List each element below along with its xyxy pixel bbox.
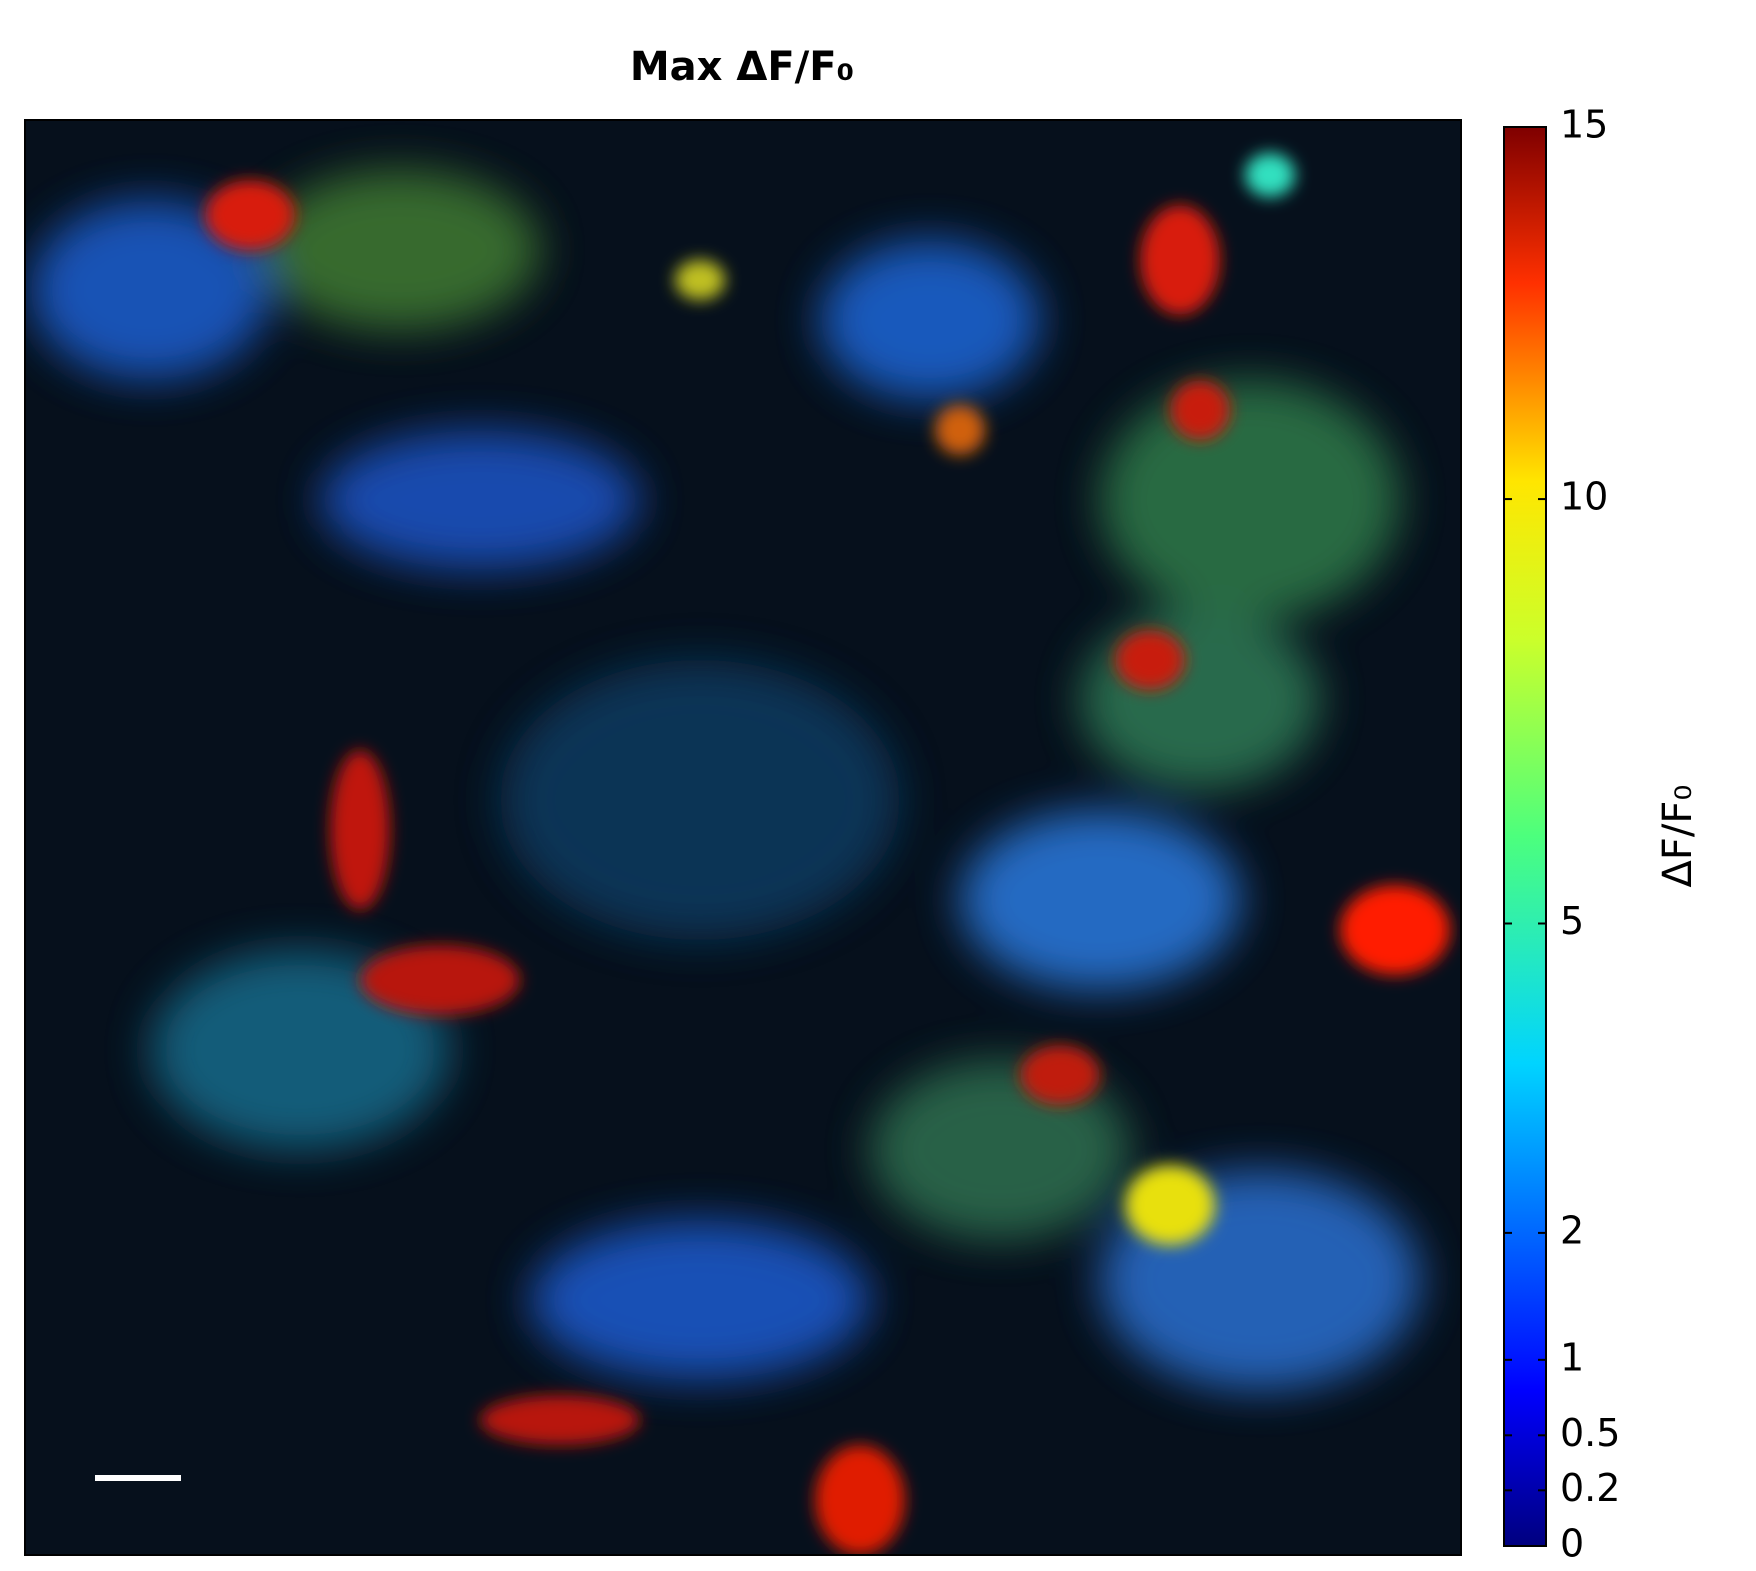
colorbar-tick-label: 1 bbox=[1560, 1335, 1584, 1379]
colorbar-tick-label: 0.2 bbox=[1560, 1466, 1620, 1510]
colorbar bbox=[1503, 126, 1547, 1547]
colorbar-tick-label: 2 bbox=[1560, 1208, 1584, 1252]
colorbar-tick-label: 0.5 bbox=[1560, 1411, 1620, 1455]
scale-bar bbox=[95, 1475, 181, 1481]
microscopy-image bbox=[25, 120, 1461, 1555]
image-frame bbox=[24, 119, 1462, 1556]
colorbar-tick-label: 5 bbox=[1560, 899, 1584, 943]
colorbar-label: ΔF/F₀ bbox=[1655, 785, 1701, 888]
colorbar-tick-label: 15 bbox=[1560, 103, 1608, 147]
colorbar-tick-label: 0 bbox=[1560, 1522, 1584, 1566]
colorbar-tick-label: 10 bbox=[1560, 475, 1608, 519]
title: Max ΔF/F₀ bbox=[630, 44, 854, 90]
